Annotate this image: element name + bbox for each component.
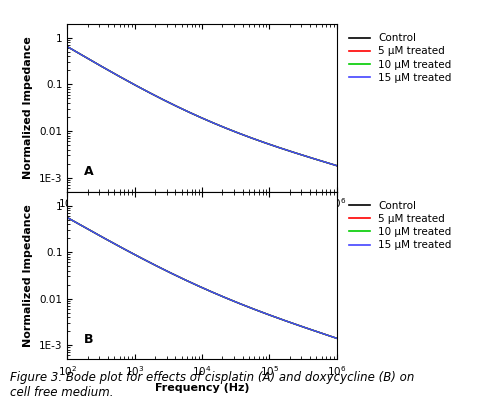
Y-axis label: Normalized Impedance: Normalized Impedance — [24, 204, 33, 347]
X-axis label: Frequency (Hz): Frequency (Hz) — [155, 383, 249, 393]
Text: A: A — [84, 165, 93, 178]
Y-axis label: Normalized Impedance: Normalized Impedance — [24, 36, 33, 179]
Legend: Control, 5 μM treated, 10 μM treated, 15 μM treated: Control, 5 μM treated, 10 μM treated, 15… — [344, 29, 455, 87]
Text: B: B — [84, 333, 93, 346]
Legend: Control, 5 μM treated, 10 μM treated, 15 μM treated: Control, 5 μM treated, 10 μM treated, 15… — [344, 197, 455, 255]
X-axis label: Frequency (Hz): Frequency (Hz) — [155, 216, 249, 226]
Text: Figure 3. Bode plot for effects of cisplatin (A) and doxycycline (B) on
cell fre: Figure 3. Bode plot for effects of cispl… — [10, 371, 413, 399]
